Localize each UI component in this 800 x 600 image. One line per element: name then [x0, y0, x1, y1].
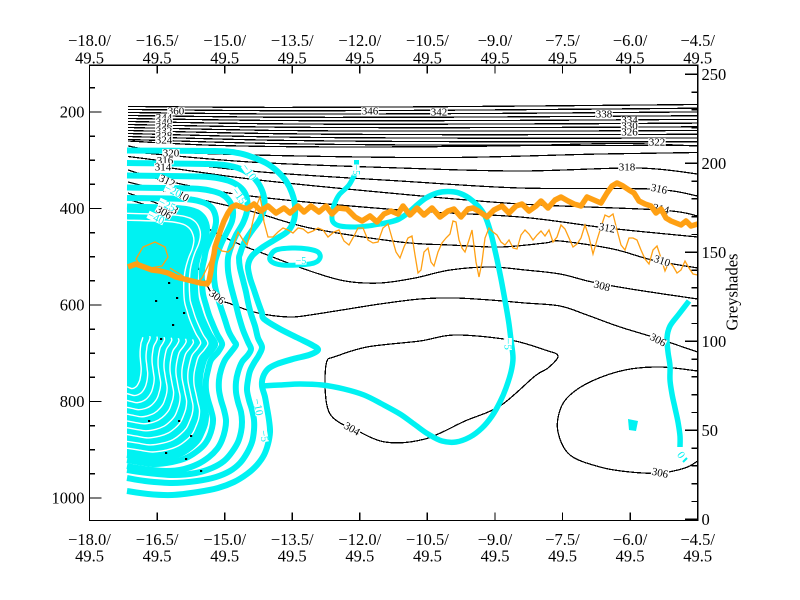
- svg-text:−16.5/: −16.5/: [136, 31, 179, 50]
- svg-text:49.5: 49.5: [75, 49, 104, 68]
- svg-text:314: 314: [155, 161, 172, 173]
- svg-text:49.5: 49.5: [548, 547, 577, 566]
- svg-text:150: 150: [702, 243, 727, 262]
- svg-text:−13.5/: −13.5/: [271, 31, 314, 50]
- svg-text:−9.0/: −9.0/: [478, 530, 513, 549]
- svg-text:−5: −5: [296, 256, 307, 267]
- svg-text:0: 0: [674, 450, 687, 462]
- svg-text:338: 338: [596, 108, 613, 120]
- svg-text:Greyshades: Greyshades: [723, 254, 742, 331]
- svg-text:800: 800: [60, 392, 85, 411]
- svg-text:−5: −5: [502, 338, 514, 350]
- svg-text:400: 400: [60, 199, 85, 218]
- svg-text:306: 306: [651, 466, 670, 481]
- svg-text:324: 324: [156, 134, 173, 146]
- svg-text:49.5: 49.5: [345, 547, 374, 566]
- svg-text:−10: −10: [250, 398, 265, 418]
- svg-text:−16.5/: −16.5/: [136, 530, 179, 549]
- svg-text:−4.5/: −4.5/: [680, 530, 715, 549]
- svg-text:49.5: 49.5: [278, 547, 307, 566]
- svg-text:49.5: 49.5: [616, 49, 645, 68]
- svg-text:−18.0/: −18.0/: [68, 530, 111, 549]
- svg-text:340: 340: [156, 116, 173, 128]
- svg-text:310: 310: [652, 253, 672, 270]
- svg-text:−7.5/: −7.5/: [545, 530, 580, 549]
- svg-text:308: 308: [592, 278, 612, 294]
- svg-text:346: 346: [362, 105, 379, 117]
- svg-text:49.5: 49.5: [548, 49, 577, 68]
- svg-text:0: 0: [702, 510, 710, 529]
- svg-text:−6.0/: −6.0/: [613, 31, 648, 50]
- svg-text:−5: −5: [350, 165, 361, 176]
- svg-text:49.5: 49.5: [413, 49, 442, 68]
- svg-text:49.5: 49.5: [481, 547, 510, 566]
- svg-text:49.5: 49.5: [278, 49, 307, 68]
- svg-text:−5: −5: [257, 429, 271, 443]
- svg-text:49.5: 49.5: [75, 547, 104, 566]
- svg-text:−13.5/: −13.5/: [271, 530, 314, 549]
- svg-text:−7.5/: −7.5/: [545, 31, 580, 50]
- svg-text:49.5: 49.5: [481, 49, 510, 68]
- svg-text:49.5: 49.5: [413, 547, 442, 566]
- svg-text:50: 50: [702, 421, 719, 440]
- svg-text:1000: 1000: [52, 489, 85, 508]
- svg-text:−9.0/: −9.0/: [478, 31, 513, 50]
- svg-text:49.5: 49.5: [210, 547, 239, 566]
- svg-text:49.5: 49.5: [143, 49, 172, 68]
- svg-text:304: 304: [342, 420, 363, 439]
- svg-text:342: 342: [431, 106, 448, 118]
- svg-text:−15.0/: −15.0/: [203, 530, 246, 549]
- svg-text:320: 320: [163, 147, 180, 159]
- svg-text:326: 326: [621, 127, 638, 139]
- svg-text:−6.0/: −6.0/: [613, 530, 648, 549]
- svg-text:250: 250: [702, 65, 727, 84]
- svg-text:49.5: 49.5: [683, 547, 712, 566]
- svg-text:−10.5/: −10.5/: [406, 530, 449, 549]
- svg-text:600: 600: [60, 296, 85, 315]
- svg-text:312: 312: [598, 221, 616, 236]
- svg-text:−12.0/: −12.0/: [338, 530, 381, 549]
- svg-text:−10.5/: −10.5/: [406, 31, 449, 50]
- svg-text:318: 318: [619, 161, 636, 173]
- svg-text:200: 200: [60, 103, 85, 122]
- svg-text:316: 316: [650, 182, 669, 197]
- svg-text:−12.0/: −12.0/: [338, 31, 381, 50]
- svg-text:−15.0/: −15.0/: [203, 31, 246, 50]
- svg-text:100: 100: [702, 332, 727, 351]
- svg-text:49.5: 49.5: [683, 49, 712, 68]
- svg-text:49.5: 49.5: [143, 547, 172, 566]
- svg-text:49.5: 49.5: [345, 49, 374, 68]
- svg-text:322: 322: [649, 136, 666, 148]
- svg-text:200: 200: [702, 154, 727, 173]
- svg-text:−18.0/: −18.0/: [68, 31, 111, 50]
- svg-text:49.5: 49.5: [210, 49, 239, 68]
- svg-text:49.5: 49.5: [616, 547, 645, 566]
- svg-text:−4.5/: −4.5/: [680, 31, 715, 50]
